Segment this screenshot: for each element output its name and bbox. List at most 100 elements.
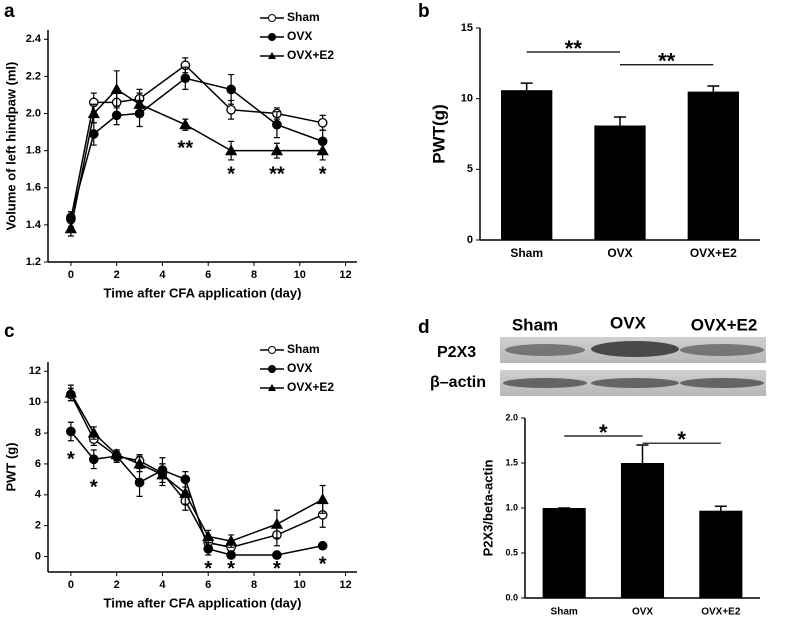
- x-tick-label: Sham: [551, 607, 578, 618]
- marker: [66, 426, 76, 437]
- annotation: *: [67, 448, 75, 470]
- panel-letter: a: [4, 1, 15, 22]
- y-axis-label: Volume of left hindpaw (ml): [3, 62, 18, 231]
- series-line: [70, 64, 323, 220]
- marker: [134, 477, 145, 488]
- legend-marker: [268, 33, 276, 41]
- y-tick-label: 15: [461, 22, 473, 34]
- legend-label: OVX: [287, 29, 312, 43]
- legend-label: OVX: [287, 361, 312, 375]
- y-tick-label: 10: [461, 93, 473, 105]
- x-tick-label: 4: [159, 579, 166, 591]
- y-tick-label: 1.4: [26, 219, 42, 231]
- y-tick-label: 6: [35, 458, 41, 470]
- y-tick-label: 2.2: [26, 70, 41, 82]
- marker: [88, 454, 99, 465]
- row-label: β–actin: [430, 374, 486, 391]
- y-tick-label: 0: [467, 234, 473, 246]
- y-axis-label: P2X3/beta-actin: [480, 460, 495, 557]
- marker: [272, 119, 282, 130]
- marker: [317, 117, 328, 128]
- y-tick-label: 8: [35, 427, 41, 439]
- blot-band: [503, 378, 587, 388]
- x-tick-label: OVX: [607, 246, 632, 260]
- bracket-label: *: [677, 427, 686, 452]
- marker: [226, 84, 236, 95]
- marker: [110, 83, 123, 95]
- legend-label: OVX+E2: [287, 48, 334, 62]
- marker: [225, 144, 238, 156]
- marker: [180, 73, 191, 84]
- y-tick-label: 2: [35, 520, 41, 532]
- error-bar: [614, 116, 626, 126]
- marker: [203, 543, 214, 554]
- legend-marker: [268, 365, 276, 373]
- marker: [272, 550, 282, 560]
- x-tick-label: 10: [294, 269, 306, 281]
- series-line: [70, 394, 323, 549]
- blot-band: [505, 344, 585, 356]
- marker: [270, 517, 283, 529]
- legend-label: Sham: [287, 10, 320, 24]
- annotation: *: [227, 163, 235, 185]
- marker: [133, 97, 146, 109]
- marker: [87, 426, 100, 438]
- x-tick-label: 2: [114, 579, 120, 591]
- marker: [87, 107, 100, 119]
- marker: [270, 144, 283, 156]
- bracket-label: **: [565, 36, 583, 61]
- marker: [111, 110, 122, 121]
- x-tick-label: 8: [251, 579, 257, 591]
- annotation: *: [319, 553, 327, 575]
- y-tick-label: 1.0: [505, 502, 518, 512]
- y-tick-label: 4: [35, 489, 42, 501]
- annotation: **: [178, 137, 194, 159]
- marker: [316, 144, 329, 156]
- error-bar: [636, 444, 649, 463]
- bar: [542, 508, 586, 598]
- marker: [156, 468, 169, 480]
- panel-letter: c: [4, 321, 15, 342]
- x-tick-label: 12: [339, 269, 351, 281]
- x-tick-label: OVX: [632, 607, 653, 618]
- marker: [179, 118, 192, 130]
- blot-band: [680, 344, 764, 356]
- blot-band: [680, 378, 764, 388]
- annotation: **: [269, 163, 285, 185]
- x-tick-label: 6: [205, 579, 211, 591]
- y-tick-label: 0.0: [505, 592, 518, 602]
- y-tick-label: 10: [29, 396, 41, 408]
- bar: [501, 90, 553, 240]
- marker: [64, 386, 77, 398]
- lane-label: Sham: [512, 315, 558, 334]
- x-tick-label: 6: [205, 269, 211, 281]
- x-tick-label: 0: [68, 269, 74, 281]
- bracket-label: *: [599, 420, 608, 445]
- bar: [594, 125, 646, 240]
- y-tick-label: 2.0: [26, 107, 41, 119]
- bar: [687, 91, 739, 240]
- annotation: *: [227, 558, 235, 580]
- marker: [225, 534, 238, 546]
- series-line: [70, 392, 324, 542]
- bar: [699, 510, 743, 598]
- y-tick-label: 2.4: [26, 33, 42, 45]
- legend-marker: [268, 14, 276, 22]
- blot-band: [591, 378, 679, 388]
- annotation: *: [319, 163, 327, 185]
- annotation: *: [90, 476, 98, 498]
- x-tick-label: OVX+E2: [690, 246, 737, 260]
- series-line: [70, 77, 323, 218]
- lane-label: OVX+E2: [691, 315, 758, 334]
- x-tick-label: 2: [114, 269, 120, 281]
- x-tick-label: 4: [159, 269, 166, 281]
- y-tick-label: 12: [29, 365, 41, 377]
- marker: [133, 457, 146, 469]
- x-tick-label: 12: [339, 579, 351, 591]
- y-tick-label: 1.8: [26, 145, 41, 157]
- y-tick-label: 2.0: [505, 412, 518, 422]
- y-axis-label: PWT(g): [429, 104, 448, 163]
- x-tick-label: Sham: [510, 246, 543, 260]
- marker: [179, 486, 192, 498]
- x-tick-label: 0: [68, 579, 74, 591]
